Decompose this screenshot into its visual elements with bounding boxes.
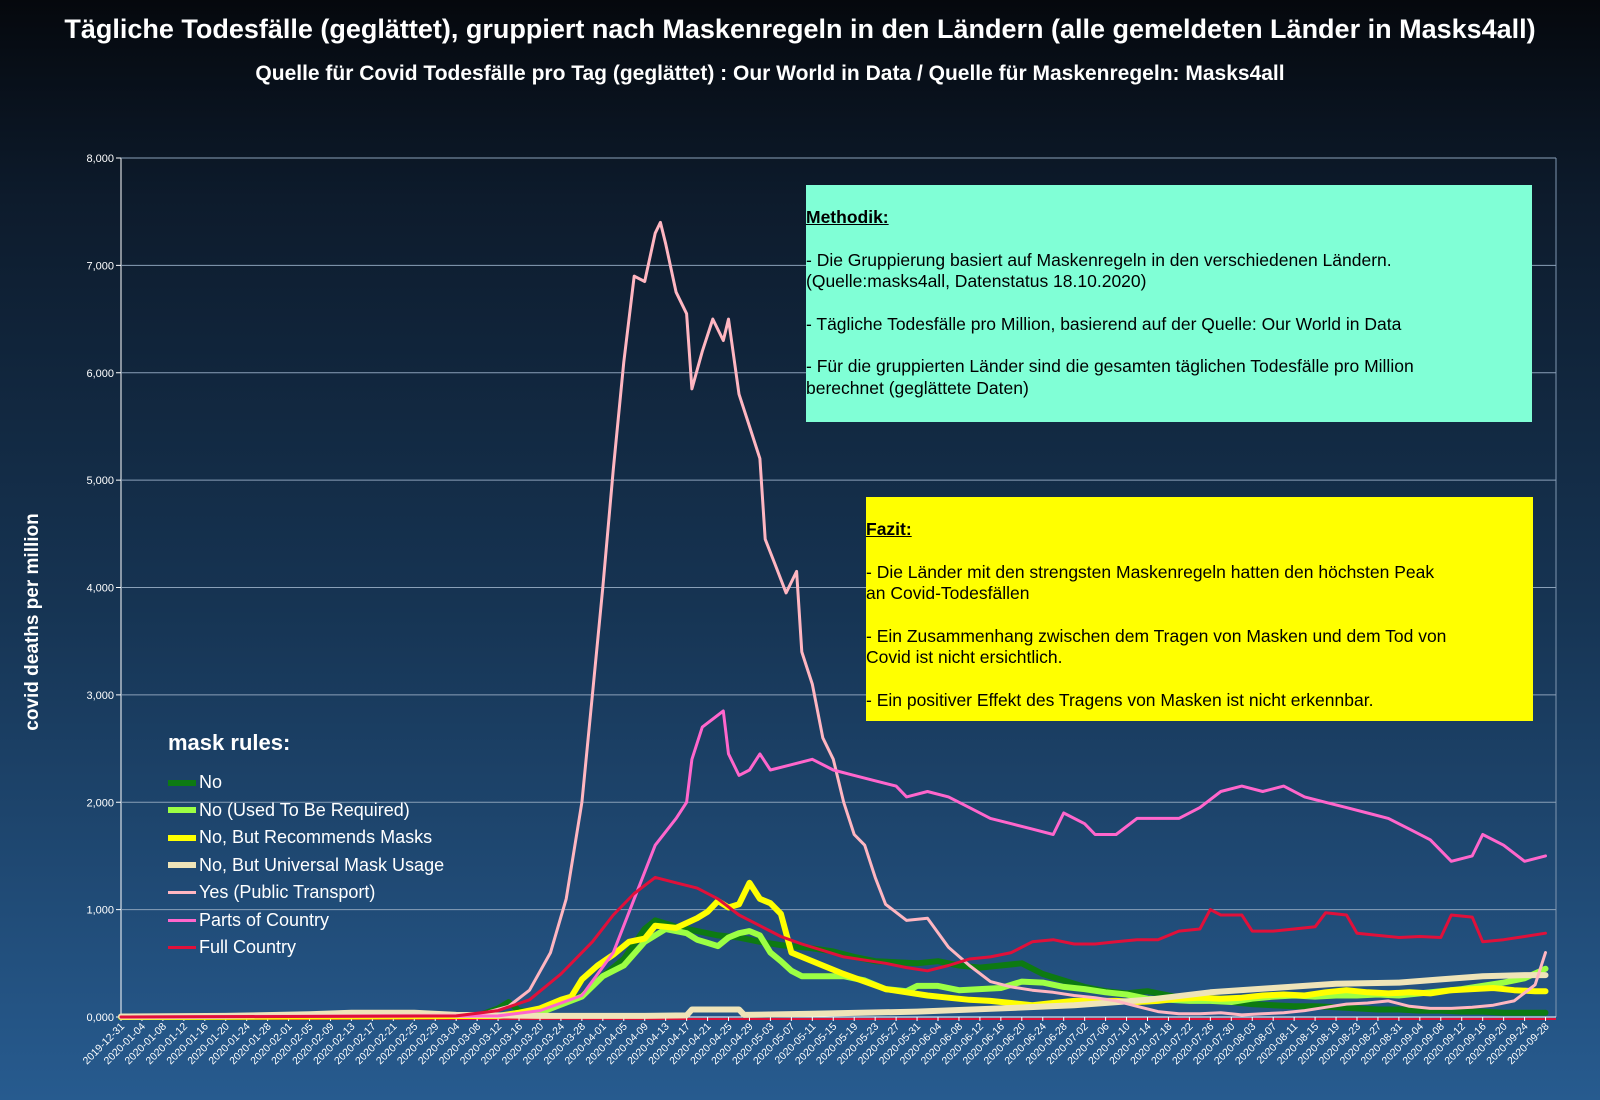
legend-title: mask rules:: [168, 730, 291, 755]
legend-label: Yes (Public Transport): [199, 882, 376, 903]
legend-label: Full Country: [199, 937, 297, 958]
chart-title: Tägliche Todesfälle (geglättet), gruppie…: [64, 14, 1536, 44]
y-tick-label: 5,000: [86, 475, 114, 487]
y-tick-label: 0,000: [86, 1012, 114, 1024]
series-line-yes-public-transport: [119, 220, 1547, 1019]
legend-label: No, But Universal Mask Usage: [199, 854, 445, 875]
fazit-item: - Ein positiver Effekt des Tragens von M…: [866, 689, 1374, 710]
legend-item: No, But Universal Mask Usage: [168, 852, 444, 880]
legend-item: No (Used To Be Required): [168, 797, 444, 825]
chart-subtitle: Quelle für Covid Todesfälle pro Tag (geg…: [255, 62, 1285, 85]
legend-item: Full Country: [168, 934, 444, 962]
methodik-item: - Tägliche Todesfälle pro Million, basie…: [806, 313, 1402, 334]
y-tick-label: 7,000: [86, 260, 114, 272]
y-tick-label: 2,000: [86, 797, 114, 809]
legend-label: Parts of Country: [199, 909, 330, 930]
legend-swatch: [168, 918, 196, 922]
methodik-heading: Methodik:: [806, 207, 889, 227]
legend-swatch: [168, 946, 196, 950]
legend-item: Parts of Country: [168, 907, 444, 935]
legend-label: No (Used To Be Required): [199, 799, 410, 820]
series-line-no-but-recommends-masks: [118, 879, 1549, 1020]
y-tick-label: 1,000: [86, 905, 114, 917]
legend-swatch: [168, 779, 196, 786]
legend: mask rules: No No (Used To Be Required) No…: [168, 730, 444, 962]
y-axis-ticks: 0,000 1,000 2,000 3,000 4,000 5,000 6,000 7,000…: [86, 153, 121, 1024]
legend-swatch: [168, 862, 196, 869]
series-line-full-country: [119, 875, 1547, 1019]
legend-swatch: [168, 807, 196, 814]
fazit-box: Fazit: - Die Länder mit den strengsten M…: [866, 497, 1533, 721]
methodik-box: Methodik: - Die Gruppierung basiert auf …: [806, 185, 1532, 422]
y-tick-label: 6,000: [86, 368, 114, 380]
legend-label: No: [199, 772, 223, 793]
fazit-heading: Fazit:: [866, 519, 912, 539]
series-line-no-but-universal-mask-usage: [118, 972, 1549, 1020]
legend-label: No, But Recommends Masks: [199, 827, 433, 848]
y-tick-label: 8,000: [86, 153, 114, 165]
legend-item: No, But Recommends Masks: [168, 824, 444, 852]
series-line-no-used-to-be-required: [118, 926, 1549, 1020]
methodik-item: - Für die gruppierten Länder sind die ge…: [806, 356, 1414, 398]
series-lines: [118, 220, 1549, 1020]
legend-swatch: [168, 891, 196, 895]
y-tick-label: 3,000: [86, 690, 114, 702]
legend-item: Yes (Public Transport): [168, 879, 444, 907]
fazit-item: - Die Länder mit den strengsten Maskenre…: [866, 561, 1435, 604]
x-axis-ticks: 2019-12-312020-01-042020-01-082020-01-12…: [81, 1017, 1552, 1067]
methodik-item: - Die Gruppierung basiert auf Maskenrege…: [806, 249, 1392, 292]
legend-swatch: [168, 834, 196, 841]
series-line-parts-of-country: [119, 709, 1547, 1019]
legend-items: No No (Used To Be Required) No, But Recomm…: [168, 769, 444, 962]
y-tick-label: 4,000: [86, 583, 114, 595]
legend-item: No: [168, 769, 444, 797]
fazit-item: - Ein Zusammenhang zwischen dem Tragen v…: [866, 625, 1447, 668]
